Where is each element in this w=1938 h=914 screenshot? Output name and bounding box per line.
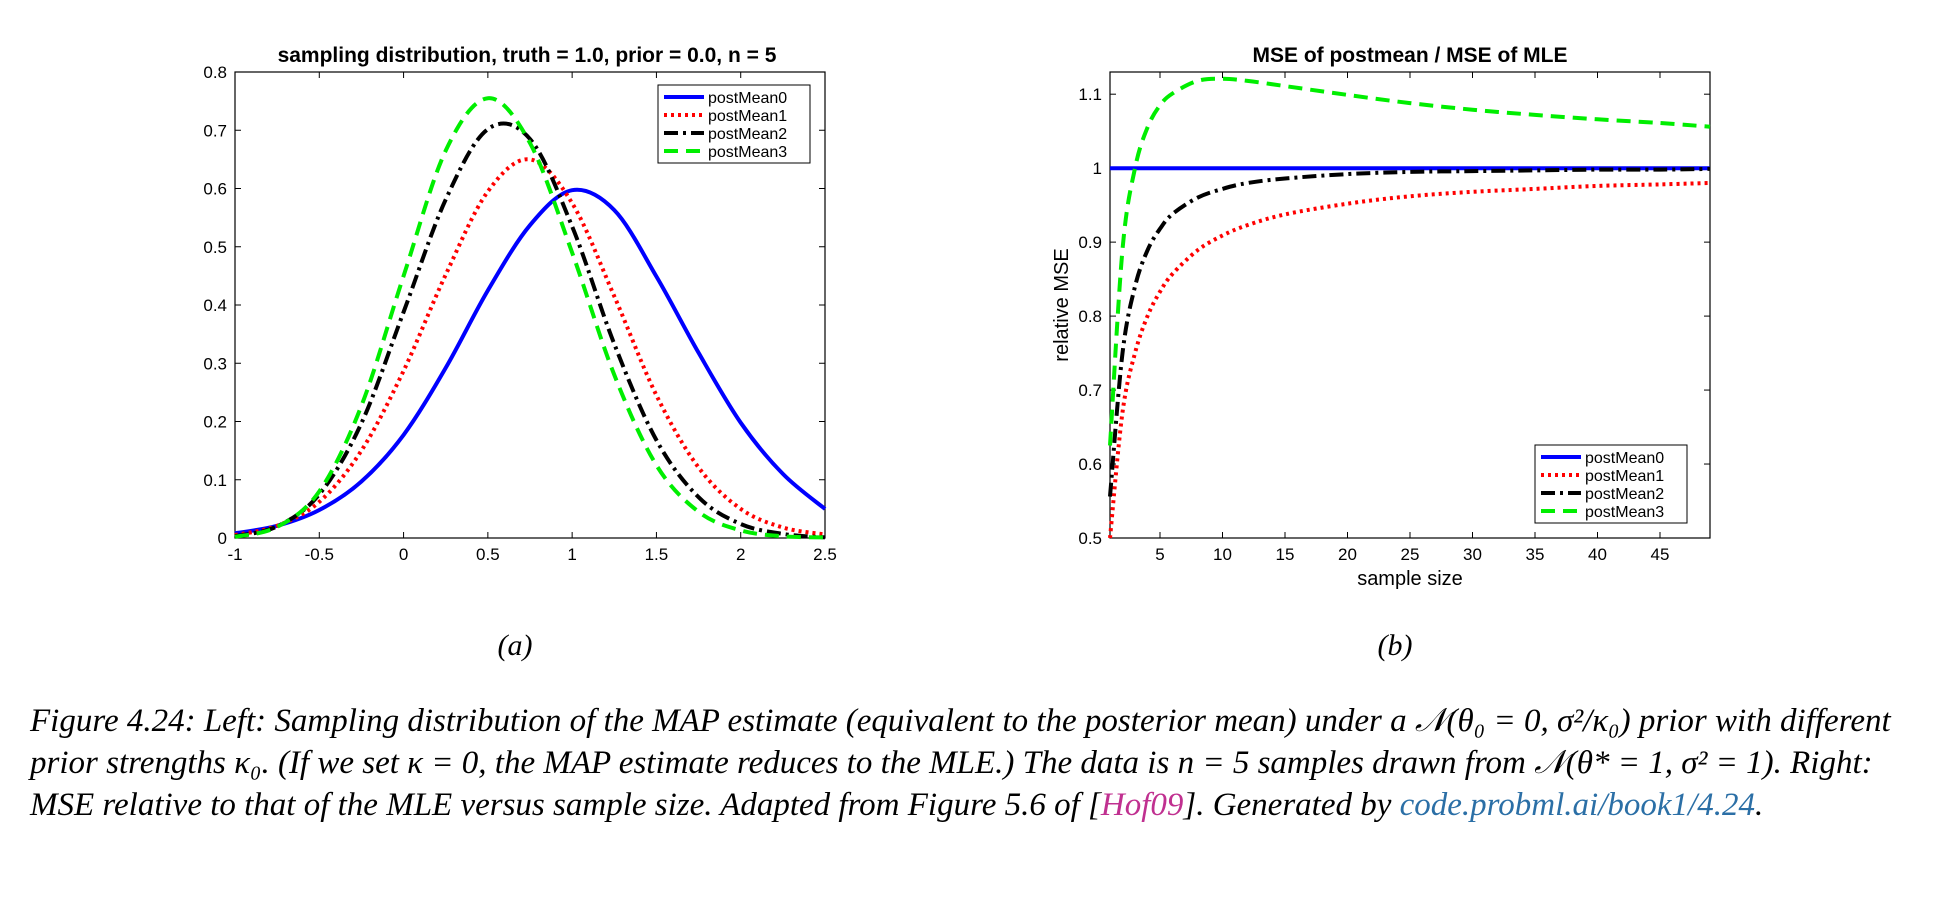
y-tick-label: 1.1 — [1078, 85, 1102, 104]
chart-left-x-ticks: -1 -0.5 0 0.5 1 1.5 2 2.5 — [227, 72, 837, 564]
y-tick-label: 0.8 — [203, 63, 227, 82]
series-line-postMean1 — [234, 157, 826, 538]
y-tick-label: 0.7 — [1078, 381, 1102, 400]
chart-left: sampling distribution, truth = 1.0, prio… — [203, 44, 836, 564]
x-tick-label: 0.5 — [476, 545, 500, 564]
chart-right-xlabel: sample size — [1357, 568, 1463, 590]
figure-caption: Figure 4.24: Left: Sampling distribution… — [30, 700, 1910, 826]
chart-left-series — [234, 96, 827, 540]
y-tick-label: 0.4 — [203, 296, 227, 315]
x-tick-label: -1 — [227, 545, 242, 564]
legend-label: postMean1 — [1585, 468, 1664, 485]
figure: sampling distribution, truth = 1.0, prio… — [203, 44, 1711, 662]
panel-label-b: (b) — [1378, 629, 1413, 662]
chart-right-ylabel: relative MSE — [1051, 248, 1073, 361]
caption-text-1: Figure 4.24: Left: Sampling distribution… — [30, 703, 1891, 823]
y-tick-label: 0.5 — [1078, 529, 1102, 548]
citation-link[interactable]: Hof09 — [1100, 787, 1184, 823]
caption-text-2: ]. Generated by — [1183, 787, 1400, 823]
chart-right-x-ticks: 5 10 15 20 25 30 35 40 45 — [1155, 72, 1669, 564]
series-line-postMean2 — [1108, 166, 1711, 497]
x-tick-label: 45 — [1651, 545, 1670, 564]
code-url-link[interactable]: code.probml.ai/book1/4.24 — [1399, 787, 1755, 823]
series-line-postMean2 — [234, 121, 826, 540]
series-line-postMean0 — [234, 187, 827, 536]
x-tick-label: 2.5 — [813, 545, 837, 564]
series-line-postMean3 — [234, 96, 826, 540]
y-tick-label: 0.1 — [203, 471, 227, 490]
x-tick-label: 15 — [1276, 545, 1295, 564]
chart-right-title: MSE of postmean / MSE of MLE — [1252, 44, 1567, 67]
x-tick-label: 10 — [1213, 545, 1232, 564]
y-tick-label: 0.6 — [203, 180, 227, 199]
y-tick-label: 0.6 — [1078, 455, 1102, 474]
x-tick-label: 5 — [1155, 545, 1164, 564]
chart-left-title: sampling distribution, truth = 1.0, prio… — [278, 44, 777, 67]
legend-label: postMean3 — [1585, 504, 1664, 521]
y-tick-label: 0.2 — [203, 413, 227, 432]
chart-right-series — [1108, 76, 1711, 539]
legend-label: postMean2 — [1585, 486, 1664, 503]
legend-label: postMean0 — [1585, 450, 1664, 467]
y-tick-label: 0 — [218, 529, 227, 548]
x-tick-label: -0.5 — [305, 545, 334, 564]
legend-label: postMean1 — [708, 108, 787, 125]
y-tick-label: 0.7 — [203, 121, 227, 140]
x-tick-label: 1.5 — [645, 545, 669, 564]
series-line-postMean3 — [1108, 76, 1711, 446]
x-tick-label: 30 — [1463, 545, 1482, 564]
x-tick-label: 1 — [567, 545, 576, 564]
legend-label: postMean2 — [708, 126, 787, 143]
caption-text-3: . — [1754, 787, 1764, 823]
legend-label: postMean0 — [708, 90, 787, 107]
y-tick-label: 0.9 — [1078, 233, 1102, 252]
y-tick-label: 0.5 — [203, 238, 227, 257]
x-tick-label: 0 — [399, 545, 408, 564]
x-tick-label: 20 — [1338, 545, 1357, 564]
legend-label: postMean3 — [708, 144, 787, 161]
chart-right-y-ticks: 0.5 0.6 0.7 0.8 0.9 1 1.1 — [1078, 85, 1710, 548]
x-tick-label: 25 — [1401, 545, 1420, 564]
panel-label-a: (a) — [498, 629, 533, 662]
x-tick-label: 2 — [736, 545, 745, 564]
chart-right: MSE of postmean / MSE of MLE 5 10 15 20 25 30… — [1051, 44, 1711, 590]
y-tick-label: 1 — [1093, 159, 1102, 178]
x-tick-label: 40 — [1588, 545, 1607, 564]
y-tick-label: 0.8 — [1078, 307, 1102, 326]
chart-left-y-ticks: 0 0.1 0.2 0.3 0.4 0.5 0.6 0.7 0.8 — [203, 63, 825, 548]
y-tick-label: 0.3 — [203, 354, 227, 373]
x-tick-label: 35 — [1526, 545, 1545, 564]
